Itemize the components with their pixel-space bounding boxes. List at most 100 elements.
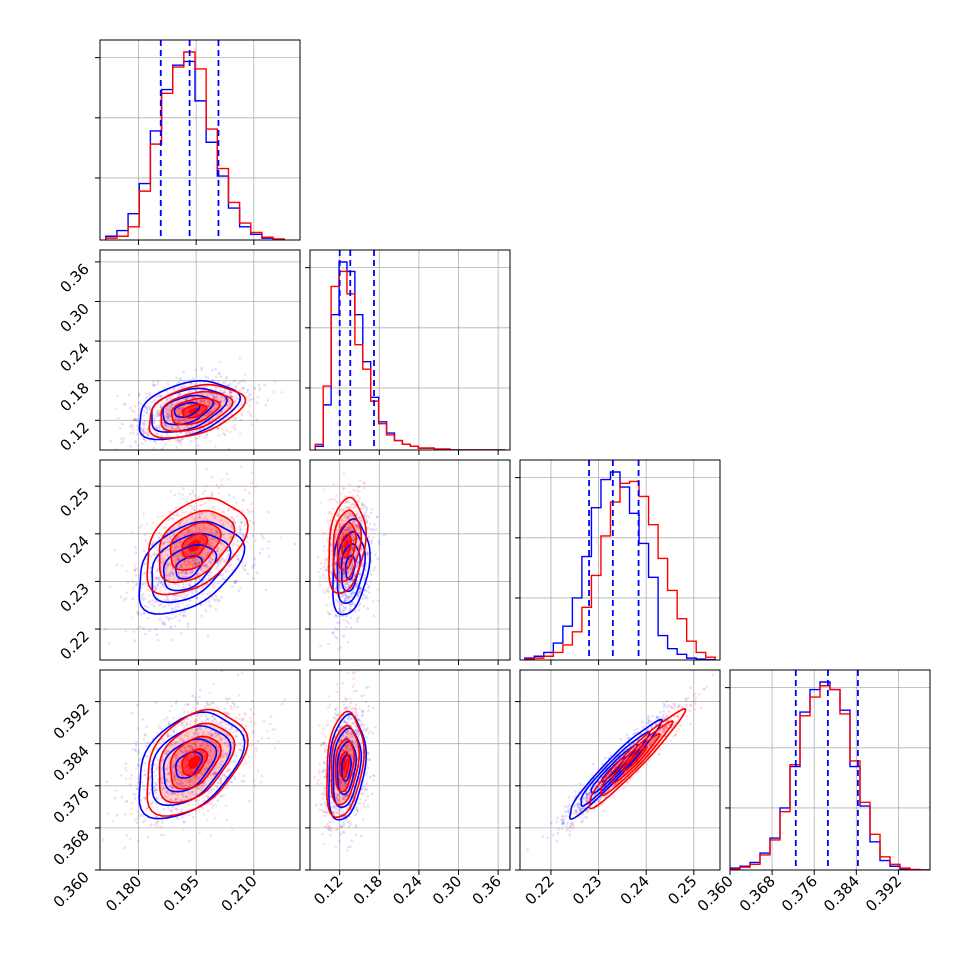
contour-blue bbox=[161, 394, 215, 426]
panel-frame bbox=[99, 249, 301, 451]
contour-red bbox=[181, 748, 209, 777]
y-tick-label: 0.392 bbox=[50, 700, 93, 743]
contour-red bbox=[330, 724, 361, 806]
contour-red bbox=[338, 750, 350, 780]
panel-frame bbox=[99, 459, 301, 661]
x-tick-label: 0.376 bbox=[778, 872, 821, 915]
contour-red bbox=[158, 722, 236, 804]
pair-panel-0-2 bbox=[95, 459, 301, 665]
panel-frame bbox=[519, 669, 721, 871]
contour-red bbox=[181, 403, 208, 419]
y-tick-label: 0.18 bbox=[56, 379, 92, 415]
contour-red bbox=[340, 533, 352, 559]
contour-red bbox=[169, 521, 222, 571]
x-tick-label: 0.392 bbox=[862, 872, 905, 915]
y-tick-label: 0.12 bbox=[56, 418, 92, 454]
contour-blue bbox=[138, 711, 246, 820]
contour-blue bbox=[173, 401, 201, 418]
contour-blue bbox=[336, 530, 367, 604]
x-tick-label: 0.210 bbox=[218, 872, 261, 915]
contour-red bbox=[169, 735, 222, 790]
y-tick-label: 0.30 bbox=[56, 300, 92, 336]
contour-blue bbox=[174, 750, 203, 779]
x-tick-label: 0.24 bbox=[389, 872, 425, 908]
density-fill-red bbox=[188, 755, 201, 769]
contour-blue bbox=[174, 554, 203, 580]
contour-red bbox=[326, 710, 366, 819]
contour-red bbox=[334, 738, 355, 793]
contour-red bbox=[621, 745, 648, 772]
contour-red bbox=[170, 397, 221, 426]
y-tick-label: 0.25 bbox=[56, 484, 92, 520]
panel-frame bbox=[99, 669, 301, 871]
contour-blue bbox=[138, 520, 246, 615]
pair-panel-2-3 bbox=[515, 669, 721, 875]
y-tick-label: 0.368 bbox=[50, 826, 93, 869]
contour-red bbox=[610, 732, 661, 784]
y-tick-label: 0.24 bbox=[56, 339, 92, 375]
x-tick-label: 0.23 bbox=[569, 872, 605, 908]
histogram-panel-3 bbox=[725, 669, 931, 875]
histogram-blue bbox=[730, 681, 930, 870]
y-tick-label: 0.22 bbox=[56, 627, 92, 663]
panel-frame bbox=[519, 459, 721, 661]
contour-blue bbox=[138, 379, 242, 441]
histogram-blue bbox=[105, 60, 285, 240]
x-tick-label: 0.384 bbox=[820, 872, 863, 915]
contour-blue bbox=[151, 532, 232, 604]
scatter-red bbox=[106, 671, 280, 841]
contour-red bbox=[146, 708, 249, 817]
y-tick-label: 0.23 bbox=[56, 580, 92, 616]
x-tick-label: 0.368 bbox=[736, 872, 779, 915]
histogram-blue bbox=[524, 471, 716, 660]
contour-blue bbox=[162, 543, 218, 592]
y-tick-label: 0.376 bbox=[50, 784, 93, 827]
contour-red bbox=[332, 509, 363, 583]
contour-blue bbox=[162, 738, 218, 793]
y-tick-label: 0.36 bbox=[56, 260, 92, 296]
contour-red bbox=[328, 496, 368, 595]
panel-frame bbox=[309, 459, 511, 661]
contour-blue bbox=[151, 725, 232, 807]
contour-blue bbox=[150, 387, 228, 433]
histogram-red bbox=[105, 51, 285, 240]
contour-red bbox=[158, 509, 236, 584]
y-tick-label: 0.384 bbox=[50, 742, 93, 785]
pair-panel-0-3 bbox=[95, 669, 301, 875]
y-tick-label: 0.360 bbox=[50, 868, 93, 911]
histogram-panel-2 bbox=[515, 459, 721, 665]
pair-panel-0-1 bbox=[95, 249, 301, 455]
histogram-panel-1 bbox=[305, 249, 511, 455]
panel-frame bbox=[309, 669, 511, 871]
x-tick-label: 0.22 bbox=[521, 872, 557, 908]
panel-frame bbox=[729, 669, 931, 871]
contour-red bbox=[148, 383, 247, 439]
histogram-panel-0 bbox=[95, 39, 301, 245]
density-fill-red bbox=[342, 758, 347, 772]
panel-frame bbox=[99, 39, 301, 241]
y-tick-label: 0.24 bbox=[56, 532, 92, 568]
x-tick-label: 0.18 bbox=[350, 872, 386, 908]
panel-frame bbox=[309, 249, 511, 451]
contour-red bbox=[146, 497, 249, 596]
contour-blue bbox=[568, 718, 663, 821]
histogram-red bbox=[524, 480, 716, 660]
contour-red bbox=[181, 533, 209, 559]
histogram-red bbox=[314, 270, 506, 450]
x-tick-label: 0.30 bbox=[429, 872, 465, 908]
contour-red bbox=[600, 720, 674, 797]
x-tick-label: 0.36 bbox=[469, 872, 505, 908]
x-tick-label: 0.195 bbox=[160, 872, 203, 915]
pair-panel-1-3 bbox=[305, 669, 511, 875]
x-tick-label: 0.360 bbox=[694, 872, 737, 915]
x-tick-label: 0.24 bbox=[617, 872, 653, 908]
x-tick-label: 0.180 bbox=[102, 872, 145, 915]
scatter-red bbox=[108, 465, 283, 630]
contour-red bbox=[336, 521, 358, 571]
pair-panel-1-2 bbox=[305, 459, 511, 665]
contour-red bbox=[160, 390, 234, 433]
x-tick-label: 0.12 bbox=[310, 872, 346, 908]
histogram-blue bbox=[314, 261, 506, 450]
density-fill-red bbox=[344, 539, 349, 552]
